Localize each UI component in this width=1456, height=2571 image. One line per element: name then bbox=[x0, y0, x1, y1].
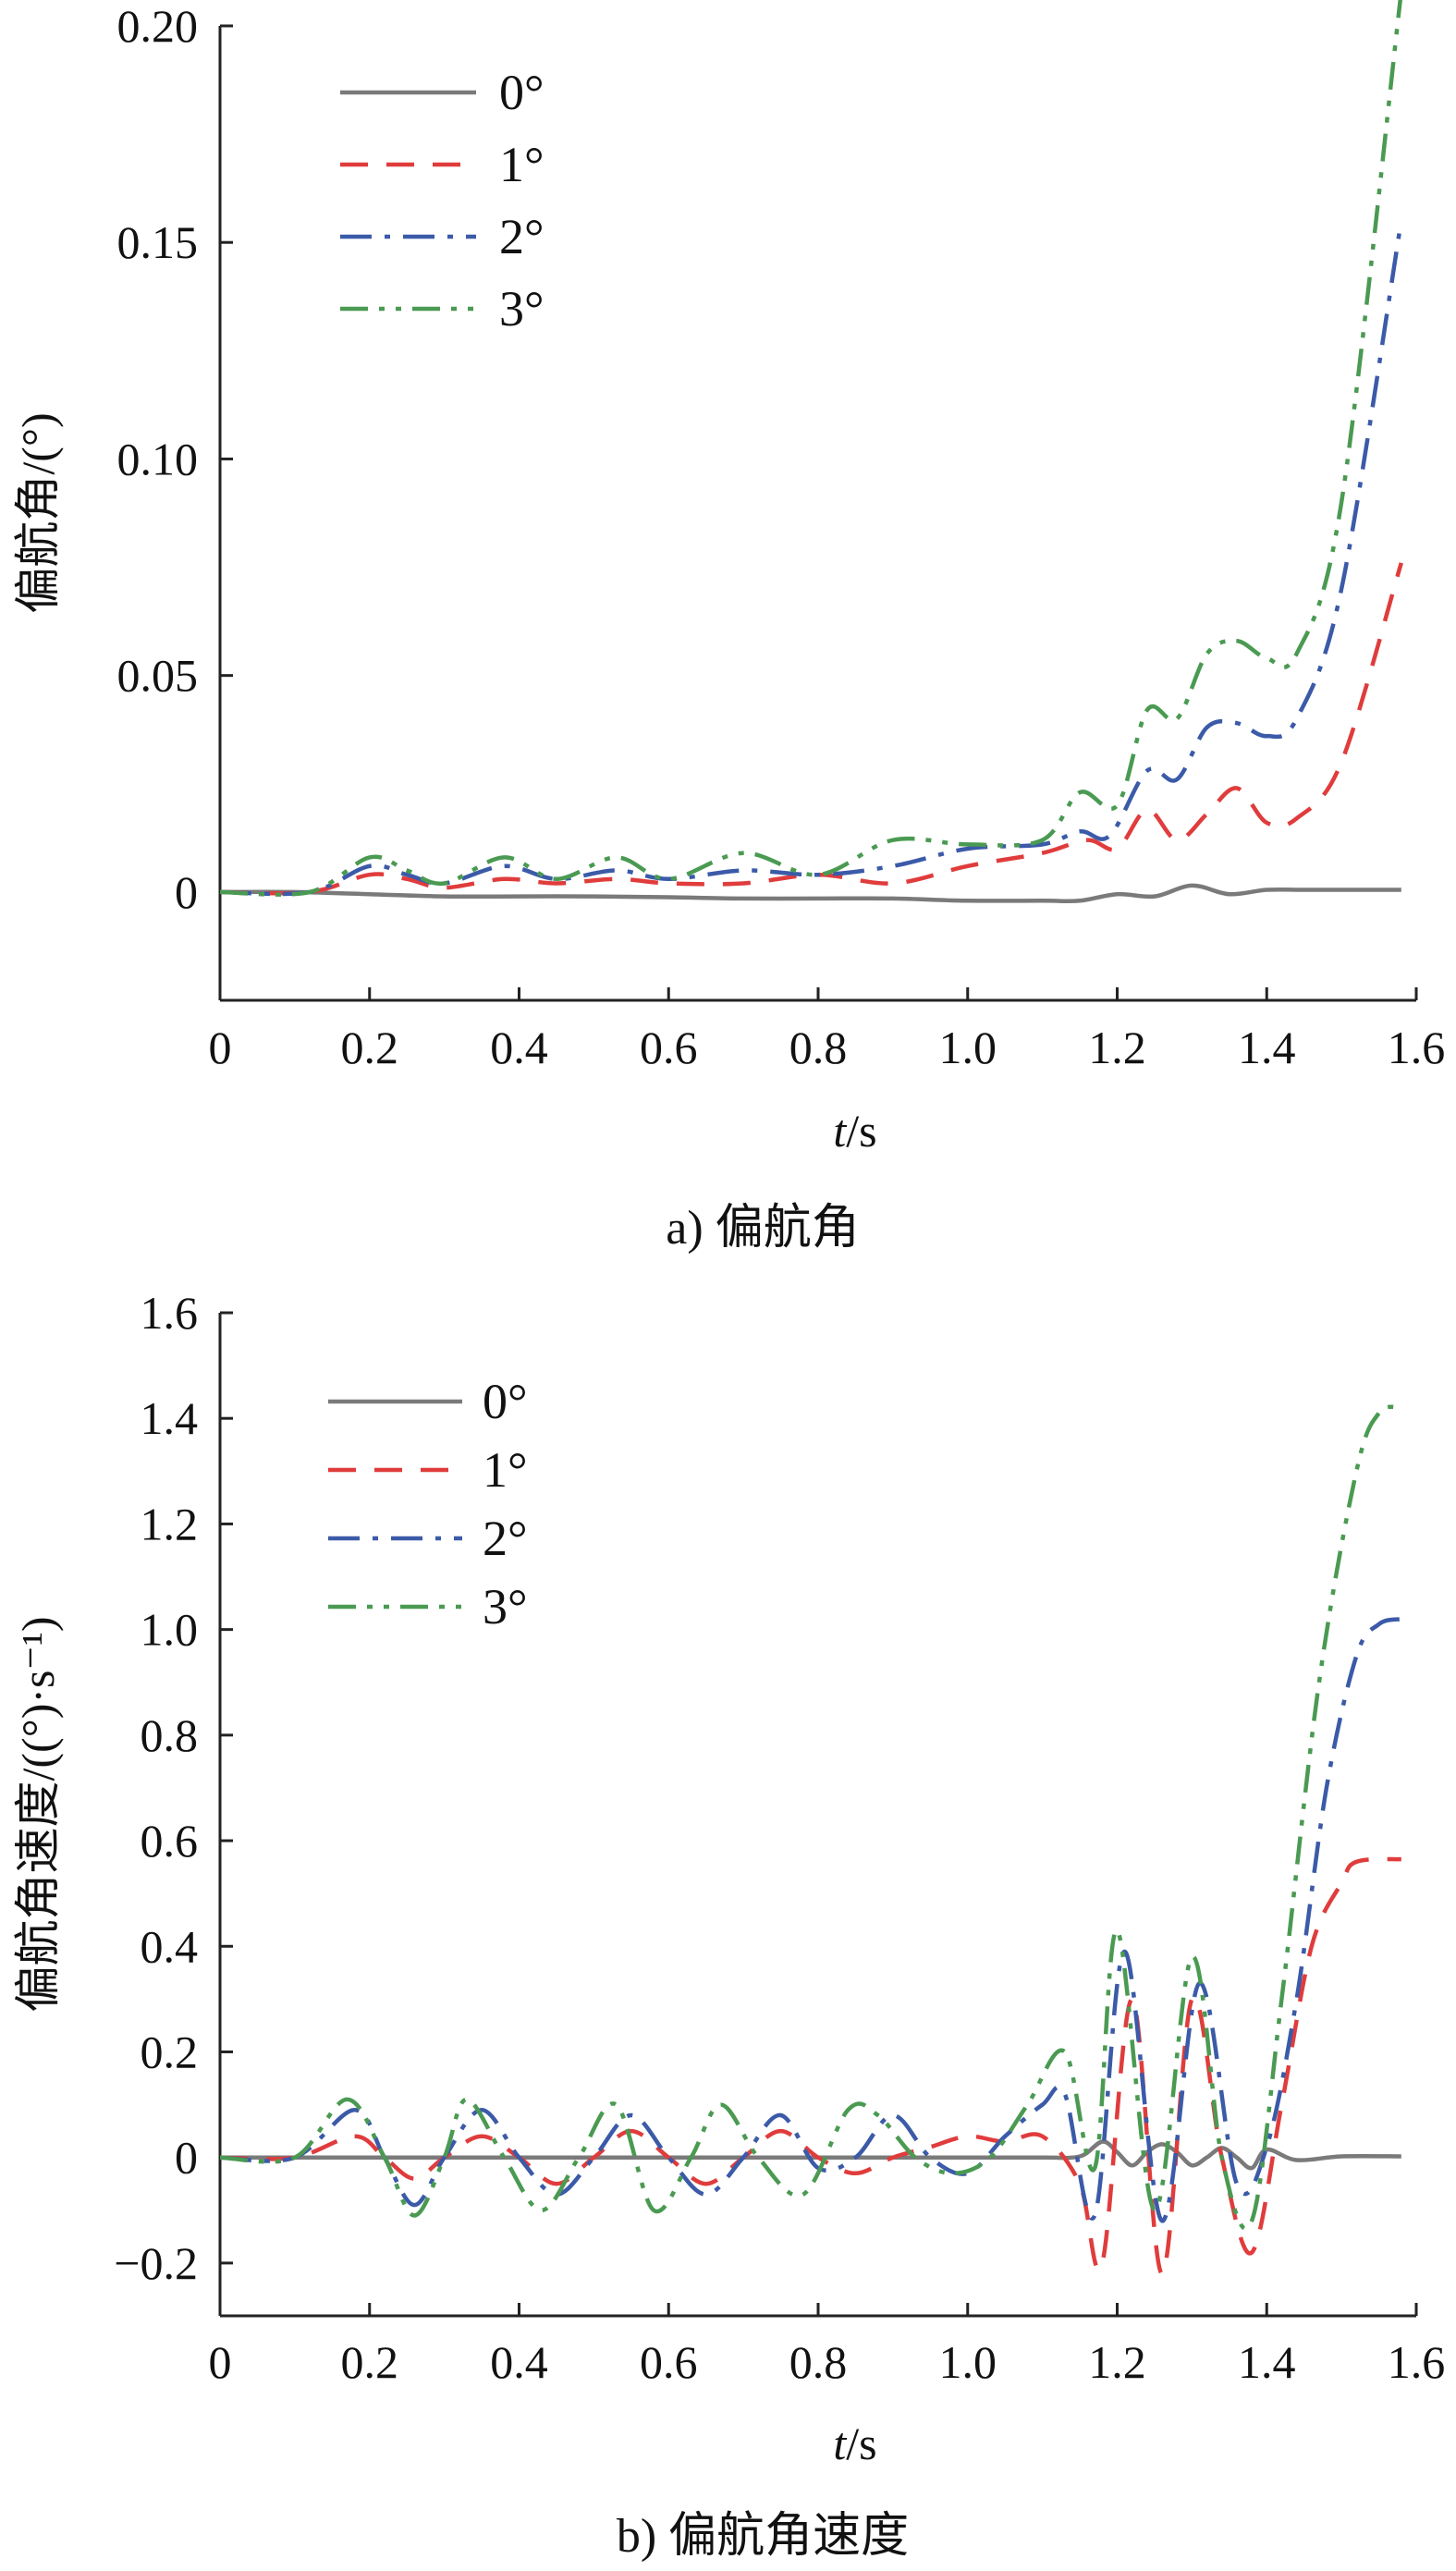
y-tick-label: 0.2 bbox=[141, 2026, 199, 2077]
legend-label: 2° bbox=[483, 1511, 528, 1566]
legend-label: 3° bbox=[499, 281, 544, 337]
panel-caption: a) 偏航角 bbox=[666, 1202, 859, 1255]
x-tick-label: 1.4 bbox=[1238, 2336, 1296, 2388]
x-tick-label: 1.0 bbox=[939, 1022, 997, 1073]
series-line-3 bbox=[220, 0, 1402, 897]
y-tick-label: 1.2 bbox=[141, 1498, 199, 1549]
y-axis-title: 偏航角速度/((°)·s⁻¹) bbox=[12, 1617, 64, 2013]
series-line-1 bbox=[220, 562, 1403, 896]
y-axis-title: 偏航角/(°) bbox=[12, 412, 64, 613]
x-tick-label: 0 bbox=[209, 1022, 232, 1073]
y-tick-label: 0 bbox=[175, 2132, 198, 2184]
panel-caption: b) 偏航角速度 bbox=[617, 2510, 909, 2563]
x-tick-label: 0.4 bbox=[490, 2336, 548, 2388]
x-tick-label: 0.2 bbox=[341, 1022, 399, 1073]
y-tick-label: 0.05 bbox=[117, 650, 199, 702]
y-tick-label: 0.10 bbox=[117, 433, 199, 484]
x-tick-label: 1.4 bbox=[1238, 1022, 1296, 1073]
x-axis-title: t/s bbox=[833, 2418, 876, 2469]
series-line-3 bbox=[220, 1404, 1402, 2231]
x-tick-label: 1.2 bbox=[1088, 2336, 1146, 2388]
chart-panel-a: 0 0.2 0.4 0.6 0.8 1.0 1.2 1.4 1.6 0 0.05 0.10 0.15 0.… bbox=[12, 0, 1445, 1255]
y-tick-label: −0.2 bbox=[114, 2237, 198, 2289]
legend-label: 1° bbox=[499, 137, 544, 192]
y-tick-label: 0 bbox=[175, 866, 198, 918]
series-line-0 bbox=[220, 2139, 1401, 2171]
chart-panel-b: 0 0.2 0.4 0.6 0.8 1.0 1.2 1.4 1.6−0.200.20.40.60… bbox=[12, 1287, 1445, 2563]
series-line-2 bbox=[220, 1616, 1402, 2223]
y-tick-label: 0.4 bbox=[141, 1920, 199, 1972]
x-tick-label: 1.0 bbox=[939, 2336, 997, 2388]
y-tick-label: 1.0 bbox=[141, 1604, 199, 1656]
legend-label: 0° bbox=[499, 65, 544, 120]
series-line-0 bbox=[220, 883, 1401, 904]
legend-label: 2° bbox=[499, 209, 544, 264]
x-tick-label: 0.6 bbox=[640, 2336, 698, 2388]
x-tick-label: 0.8 bbox=[789, 1022, 848, 1073]
x-tick-label: 0.8 bbox=[789, 2336, 848, 2388]
y-tick-label: 0.8 bbox=[141, 1709, 199, 1761]
x-tick-label: 0.4 bbox=[490, 1022, 548, 1073]
legend-label: 0° bbox=[483, 1374, 528, 1429]
legend-label: 1° bbox=[483, 1442, 528, 1498]
y-tick-label: 0.15 bbox=[117, 216, 199, 268]
y-tick-label: 0.20 bbox=[117, 0, 199, 52]
x-tick-label: 1.6 bbox=[1388, 1022, 1446, 1073]
x-tick-label: 1.6 bbox=[1388, 2336, 1446, 2388]
legend-label: 3° bbox=[483, 1579, 528, 1634]
x-tick-label: 1.2 bbox=[1088, 1022, 1146, 1073]
y-tick-label: 1.4 bbox=[141, 1392, 199, 1444]
x-tick-label: 0.2 bbox=[341, 2336, 399, 2388]
y-tick-label: 0.6 bbox=[141, 1815, 199, 1867]
x-tick-label: 0 bbox=[209, 2336, 232, 2388]
x-axis-title: t/s bbox=[833, 1105, 876, 1157]
x-tick-label: 0.6 bbox=[640, 1022, 698, 1073]
series-line-1 bbox=[220, 1856, 1401, 2276]
y-tick-label: 1.6 bbox=[141, 1287, 199, 1339]
